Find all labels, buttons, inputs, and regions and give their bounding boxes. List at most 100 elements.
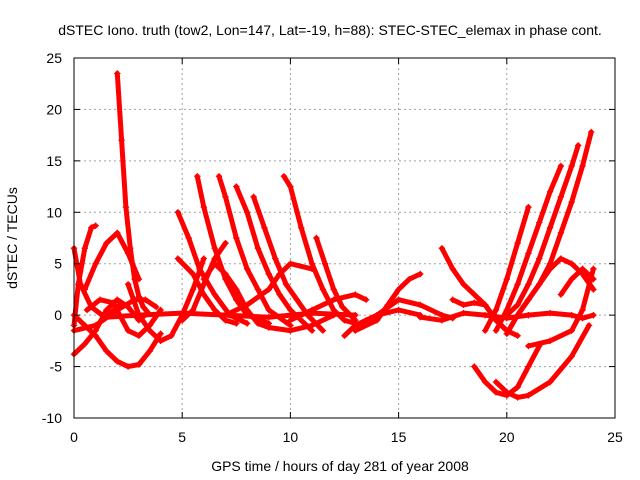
data-point	[492, 327, 500, 334]
data-point	[168, 332, 175, 339]
y-tick-label: 10	[46, 204, 62, 220]
data-point	[546, 265, 554, 273]
data-point	[233, 183, 240, 190]
data-point	[272, 255, 279, 262]
data-point	[341, 332, 348, 339]
data-series	[557, 265, 597, 298]
data-point	[492, 306, 500, 314]
data-point	[460, 301, 467, 309]
data-point	[157, 337, 164, 345]
data-point	[557, 291, 565, 298]
data-point	[362, 317, 370, 324]
data-point	[265, 286, 272, 293]
data-series	[352, 270, 424, 334]
data-point	[546, 337, 554, 345]
data-point	[222, 270, 229, 278]
data-series	[492, 322, 593, 401]
data-point	[319, 286, 327, 293]
y-tick-label: 0	[54, 307, 62, 323]
data-point	[124, 250, 132, 257]
data-point	[514, 383, 521, 391]
y-tick-label: -10	[42, 410, 62, 426]
data-point	[103, 347, 110, 355]
data-point	[579, 306, 586, 314]
data-point	[211, 255, 218, 262]
data-point	[568, 275, 575, 283]
data-point	[124, 363, 132, 370]
data-point	[503, 275, 510, 283]
data-point	[579, 162, 586, 170]
tick-layer: 0 5 10 15 20 25 -10 -5 0 5 10 15 20 25	[42, 50, 623, 445]
data-point	[321, 260, 329, 267]
data-point	[81, 286, 89, 293]
data-point	[92, 332, 99, 339]
data-point	[200, 255, 208, 262]
y-tick-label: 25	[46, 50, 62, 66]
data-point	[92, 322, 99, 329]
data-point	[265, 324, 272, 331]
data-point	[481, 311, 489, 319]
data-point	[362, 296, 370, 303]
data-point	[590, 311, 597, 319]
data-point	[568, 162, 575, 170]
data-point	[503, 311, 510, 319]
data-point	[233, 296, 240, 303]
data-point	[546, 309, 554, 317]
data-point	[471, 291, 478, 298]
data-point	[92, 222, 99, 229]
chart-title: dSTEC Iono. truth (tow2, Lon=147, Lat=-1…	[58, 22, 602, 38]
data-point	[525, 203, 532, 211]
data-point	[352, 327, 359, 334]
data-point	[557, 162, 565, 170]
data-point	[194, 173, 201, 180]
data-point	[587, 128, 595, 136]
data-point	[140, 303, 147, 311]
series-line	[417, 310, 531, 323]
data-point	[135, 275, 143, 283]
data-point	[319, 327, 327, 334]
data-point	[460, 281, 467, 288]
data-point	[514, 332, 521, 339]
data-point	[287, 183, 294, 190]
data-point	[124, 327, 132, 334]
data-point	[265, 306, 272, 314]
data-point	[81, 245, 89, 252]
data-series	[503, 142, 582, 319]
data-point	[525, 363, 532, 370]
series-line	[342, 307, 423, 339]
data-series	[287, 291, 370, 324]
data-point	[75, 281, 82, 288]
data-point	[81, 322, 89, 329]
series-line	[223, 261, 315, 318]
data-point	[250, 193, 257, 201]
data-point	[243, 265, 251, 273]
y-axis-label: dSTEC / TECUs	[4, 187, 20, 289]
data-point	[590, 265, 597, 273]
data-point	[153, 303, 160, 311]
data-point	[339, 303, 346, 311]
data-point	[265, 270, 272, 278]
data-point	[265, 314, 272, 321]
data-point	[352, 291, 359, 298]
series-line	[82, 230, 142, 292]
data-point	[114, 358, 121, 365]
data-point	[514, 239, 521, 247]
data-point	[525, 342, 532, 350]
data-point	[525, 311, 532, 319]
data-point	[449, 296, 456, 303]
data-point	[243, 209, 251, 216]
data-point	[579, 315, 586, 322]
series-line	[281, 173, 358, 326]
data-point	[81, 340, 89, 348]
data-point	[492, 317, 500, 324]
data-point	[395, 306, 402, 314]
data-point	[298, 224, 305, 231]
data-point	[575, 142, 582, 149]
series-line	[125, 256, 207, 344]
data-point	[135, 361, 143, 368]
data-point	[254, 245, 262, 252]
data-series	[81, 229, 143, 293]
data-point	[514, 301, 521, 309]
data-point	[233, 234, 240, 242]
series-line	[352, 271, 423, 334]
